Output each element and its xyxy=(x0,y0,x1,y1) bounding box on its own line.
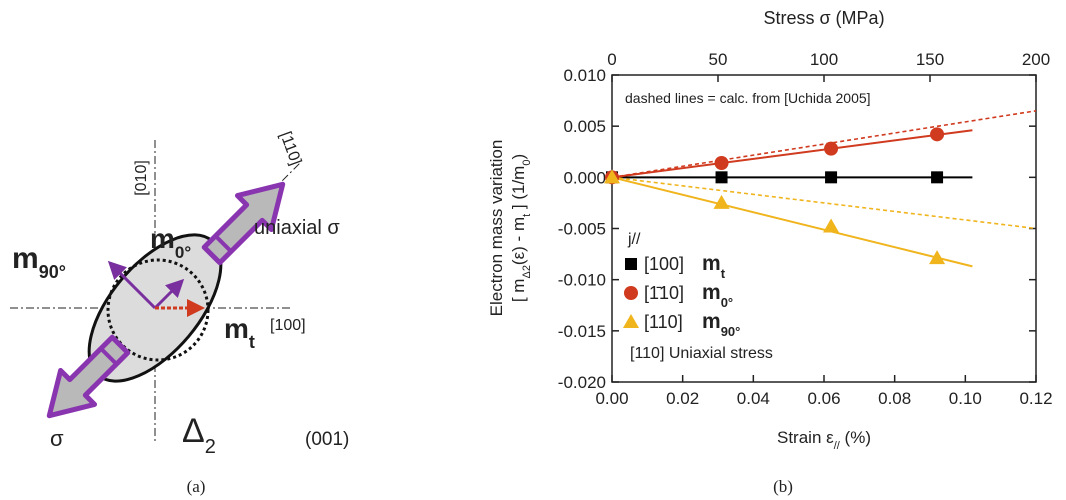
legend-label: [100] xyxy=(644,254,684,274)
marker xyxy=(604,169,620,184)
legend-mass: m90° xyxy=(702,310,740,339)
x-axis-title-part: // xyxy=(834,440,841,452)
y-tick-label: 0.005 xyxy=(563,117,606,136)
y-tick-label: 0.000 xyxy=(563,168,606,187)
legend-mass: mt xyxy=(702,252,726,281)
m0-label-main: m xyxy=(150,223,175,254)
y-axis-title-part: t xyxy=(521,214,533,217)
mass-circle xyxy=(106,258,210,362)
m0-label-sub: 0° xyxy=(175,243,191,262)
x-axis-title: Strain ε// (%) xyxy=(777,428,871,452)
marker xyxy=(623,314,639,328)
m90-label-main: m xyxy=(12,242,39,275)
legend-mass-sub: 0° xyxy=(721,295,733,310)
x-tick-label: 0.02 xyxy=(666,389,699,408)
axis-label: [010] xyxy=(133,160,150,196)
x-axis-title-part: Strain ε xyxy=(777,428,834,447)
legend-label: [1̄10] xyxy=(644,283,684,303)
diagram: [010] [110] [100] uniaxial σ σ (001) (a)… xyxy=(10,129,793,496)
marker xyxy=(825,171,838,184)
x2-tick-label: 0 xyxy=(607,50,616,69)
y-tick-label: -0.015 xyxy=(558,322,606,341)
marker xyxy=(713,194,730,209)
x2-tick-label: 200 xyxy=(1022,50,1050,69)
x-axis-title-part: (%) xyxy=(840,428,871,447)
legend-mass-main: m xyxy=(702,252,721,275)
y-axis-title-part: Δ2 xyxy=(521,265,533,278)
valley-label: Δ2 xyxy=(182,412,216,458)
legend-mass-main: m xyxy=(702,281,721,304)
valley-label-sub: 2 xyxy=(205,436,216,458)
mt-label-main: m xyxy=(224,313,249,344)
annotation: [110] Uniaxial stress xyxy=(630,345,773,362)
y-tick-label: -0.010 xyxy=(558,271,606,290)
axis-label: [100] xyxy=(270,317,306,334)
y-axis-title: Electron mass variation xyxy=(487,140,506,317)
y-tick-label: -0.005 xyxy=(558,220,606,239)
y-tick-label: -0.020 xyxy=(558,373,606,392)
stress-label: uniaxial σ xyxy=(254,217,340,239)
fit-line xyxy=(611,110,1037,179)
x-tick-label: 0.10 xyxy=(949,389,982,408)
marker xyxy=(824,141,839,156)
x-tick-label: 0.04 xyxy=(737,389,770,408)
stress-arrow xyxy=(201,181,286,266)
marker xyxy=(930,127,945,142)
marker xyxy=(625,258,637,270)
mt-label-sub: t xyxy=(249,332,255,352)
y-tick-label: 0.010 xyxy=(563,66,606,85)
caption: (a) xyxy=(187,477,206,496)
x2-axis-title: Stress σ (MPa) xyxy=(763,8,884,28)
x2-tick-label: 150 xyxy=(916,50,944,69)
mt-label: mt xyxy=(224,313,255,352)
marker xyxy=(929,250,946,265)
x-tick-label: 0.08 xyxy=(878,389,911,408)
fit-line xyxy=(611,176,973,268)
y-axis-title-part: [ m xyxy=(509,279,528,303)
marker xyxy=(823,218,840,233)
x-tick-label: 0.12 xyxy=(1019,389,1052,408)
stress-arrow xyxy=(46,334,131,419)
x2-tick-label: 100 xyxy=(810,50,838,69)
marker xyxy=(624,286,638,300)
marker xyxy=(931,171,944,184)
y-axis-title-part: ] (1/m xyxy=(509,166,528,214)
legend-mass: m0° xyxy=(702,281,733,310)
y-axis-title-part: (ε) - m xyxy=(509,217,528,265)
annotation: dashed lines = calc. from [Uchida 2005] xyxy=(625,90,871,106)
stress-label: σ xyxy=(50,426,64,451)
legend-label: [110] xyxy=(644,312,683,332)
marker xyxy=(714,156,729,171)
y-axis-title: [ mΔ2(ε) - mt ] (1/m0) xyxy=(509,154,533,302)
m90-arrow xyxy=(107,260,157,310)
legend-mass-main: m xyxy=(702,310,721,333)
x-tick-label: 0.06 xyxy=(807,389,840,408)
caption: (b) xyxy=(773,477,793,496)
x-tick-label: 0.00 xyxy=(595,389,628,408)
m0-arrow xyxy=(153,278,185,310)
fit-line xyxy=(611,176,1037,230)
m0-label: m0° xyxy=(150,223,191,262)
x2-tick-label: 50 xyxy=(709,50,728,69)
valley-label-main: Δ xyxy=(182,412,205,450)
fit-line xyxy=(611,129,973,179)
legend-mass-sub: t xyxy=(721,266,726,281)
y-axis-title-part: 0 xyxy=(521,160,533,166)
m90-label: m90° xyxy=(12,242,66,282)
m90-label-sub: 90° xyxy=(39,262,66,282)
plane-label: (001) xyxy=(305,429,349,450)
axis-label: [110] xyxy=(276,129,304,167)
y-axis-title-part: ) xyxy=(509,154,528,160)
marker xyxy=(715,171,728,184)
legend-mass-sub: 90° xyxy=(721,324,741,339)
legend-title: j// xyxy=(627,231,641,248)
